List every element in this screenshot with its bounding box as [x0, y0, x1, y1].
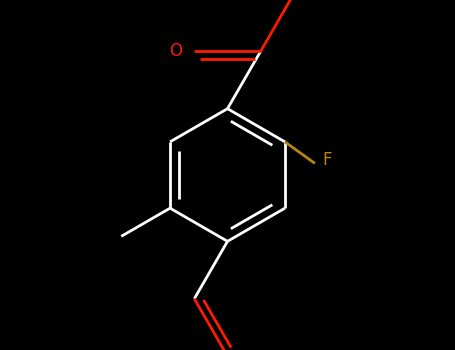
- Text: O: O: [296, 0, 308, 1]
- Text: F: F: [322, 151, 332, 169]
- Text: O: O: [169, 42, 182, 60]
